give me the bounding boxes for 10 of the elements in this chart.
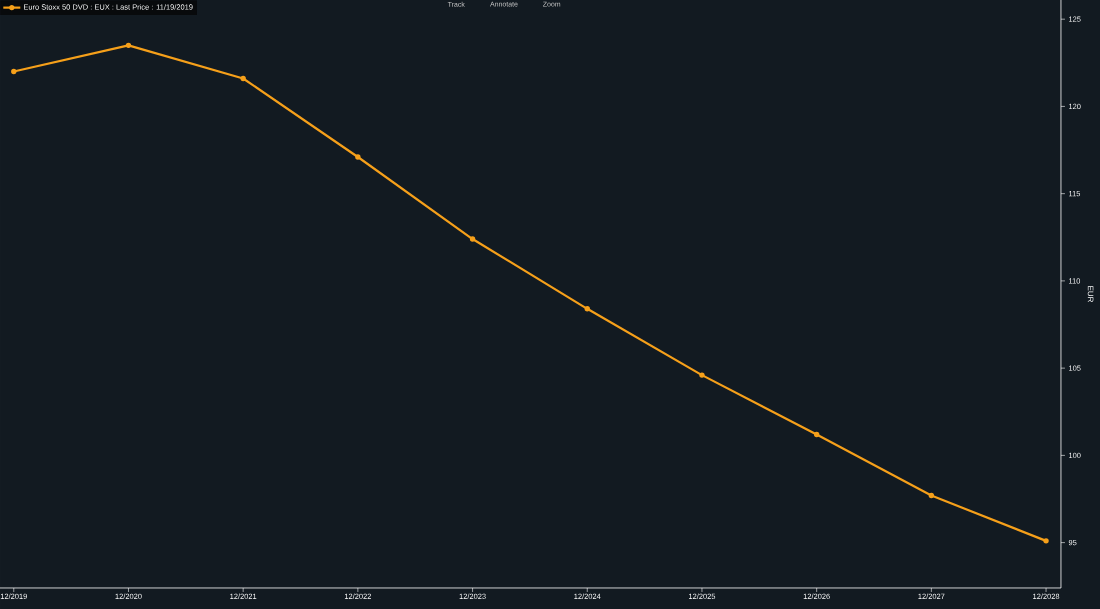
point xyxy=(11,68,17,75)
point xyxy=(584,306,590,312)
point xyxy=(240,75,246,82)
point xyxy=(355,154,361,160)
point xyxy=(813,431,820,438)
point xyxy=(928,492,935,499)
point xyxy=(1043,538,1049,544)
point xyxy=(699,372,705,378)
point xyxy=(469,236,476,242)
point xyxy=(125,42,132,49)
